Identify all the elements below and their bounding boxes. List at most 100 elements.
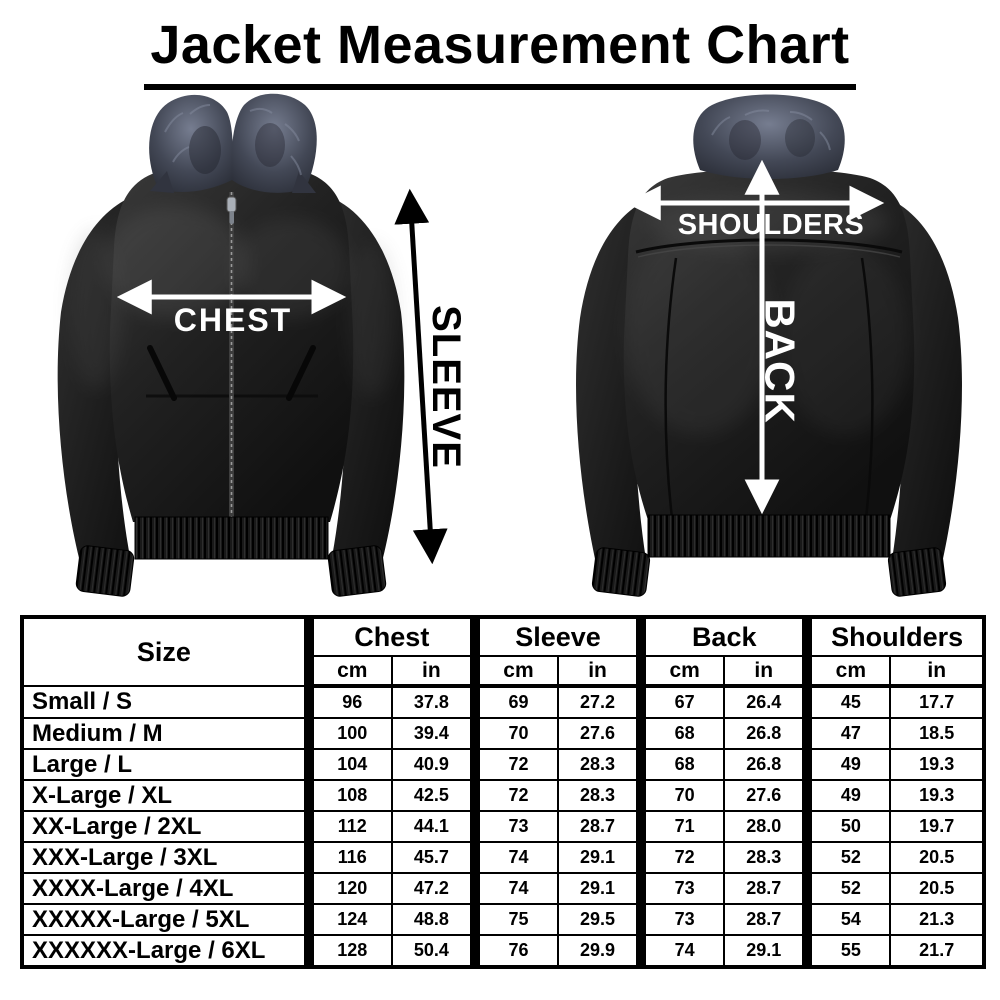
measurement-value: 18.5 [889,717,985,750]
front-fur-collar [149,93,317,193]
chest-group-header: Chest [303,616,476,657]
front-hem-band [134,516,329,560]
unit-header-in: in [889,655,985,688]
measurement-value: 28.7 [723,903,809,936]
back-label: BACK [757,298,804,423]
measurement-value: 27.6 [723,779,809,812]
measurement-value: 45 [802,685,892,719]
measurement-value: 27.6 [556,717,643,750]
measurement-value: 29.9 [556,934,643,968]
measurement-value: 19.3 [889,779,985,812]
measurement-value: 112 [303,810,393,843]
size-table: Size Chest Sleeve Back Shoulders cm in c… [20,615,986,969]
back-group-header: Back [636,616,809,657]
measurement-value: 100 [303,717,393,750]
unit-header-cm: cm [802,655,892,688]
back-fur-collar [693,94,845,179]
back-right-seam [860,257,874,519]
unit-header-in: in [556,655,643,688]
measurement-value: 39.4 [390,717,476,750]
unit-header-cm: cm [469,655,560,688]
measurement-value: 76 [469,934,560,968]
measurement-value: 17.7 [889,685,985,719]
page-title-text: Jacket Measurement Chart [144,14,856,90]
unit-header-cm: cm [636,655,726,688]
measurement-value: 47 [802,717,892,750]
measurement-value: 74 [469,841,560,874]
measurement-value: 120 [303,872,393,905]
measurement-value: 28.3 [556,779,643,812]
chest-label: CHEST [174,302,292,338]
measurement-value: 40.9 [390,748,476,781]
measurement-value: 45.7 [390,841,476,874]
size-label: XXXXXX-Large / 6XL [21,934,310,968]
measurement-value: 52 [802,841,892,874]
measurement-value: 28.7 [556,810,643,843]
size-label: X-Large / XL [21,779,310,812]
measurement-value: 26.4 [723,685,809,719]
measurement-value: 29.1 [556,872,643,905]
measurement-value: 20.5 [889,841,985,874]
measurement-value: 128 [303,934,393,968]
measurement-value: 54 [802,903,892,936]
table-row: XXXX-Large / 4XL 120 47.2 74 29.1 73 28.7 52 20.… [21,872,985,905]
measurement-value: 52 [802,872,892,905]
measurement-value: 104 [303,748,393,781]
measurement-value: 73 [636,903,726,936]
measurement-value: 28.7 [723,872,809,905]
measurement-value: 29.1 [556,841,643,874]
measurement-arrows: CHEST SLEEVE SHOULDERS BACK [116,159,885,565]
size-label: Small / S [21,685,310,719]
table-row: XX-Large / 2XL 112 44.1 73 28.7 71 28.0 50 19.7 [21,810,985,843]
measurement-value: 68 [636,717,726,750]
measurement-value: 20.5 [889,872,985,905]
fur-texture [164,104,302,176]
table-row: XXXXX-Large / 5XL 124 48.8 75 29.5 73 28.7 54 21… [21,903,985,936]
measurement-value: 48.8 [390,903,476,936]
measurement-value: 19.7 [889,810,985,843]
table-row: XXXXXX-Large / 6XL 128 50.4 76 29.9 74 29.1 55 2… [21,934,985,968]
size-table-container: Size Chest Sleeve Back Shoulders cm in c… [20,615,986,969]
measurement-value: 21.7 [889,934,985,968]
measurement-value: 70 [469,717,560,750]
back-left-seam [664,257,678,519]
measurement-value: 49 [802,748,892,781]
size-label: Large / L [21,748,310,781]
measurement-value: 44.1 [390,810,476,843]
measurement-value: 74 [469,872,560,905]
front-left-pocket [147,345,177,401]
measurement-value: 75 [469,903,560,936]
front-right-pocket [286,345,316,401]
zipper-pull [226,196,237,213]
measurement-value: 108 [303,779,393,812]
size-table-body: Small / S 96 37.8 69 27.2 67 26.4 45 17.7 Medium … [21,685,985,968]
measurement-value: 96 [303,685,393,719]
measurement-value: 37.8 [390,685,476,719]
size-label: Medium / M [21,717,310,750]
page-title: Jacket Measurement Chart [0,14,1000,90]
table-row: Medium / M 100 39.4 70 27.6 68 26.8 47 18.5 [21,717,985,750]
table-row: Small / S 96 37.8 69 27.2 67 26.4 45 17.7 [21,685,985,719]
measurement-value: 72 [636,841,726,874]
measurement-value: 71 [636,810,726,843]
measurement-value: 19.3 [889,748,985,781]
unit-header-cm: cm [303,655,393,688]
back-cuffs [591,547,947,597]
measurement-value: 72 [469,748,560,781]
measurement-value: 50.4 [390,934,476,968]
front-jacket [57,93,405,597]
measurement-value: 29.5 [556,903,643,936]
sleeve-arrow [394,188,448,565]
measurement-value: 55 [802,934,892,968]
table-row: Large / L 104 40.9 72 28.3 68 26.8 49 19.3 [21,748,985,781]
back-hem-band [647,514,891,558]
measurement-value: 28.3 [723,841,809,874]
size-label: XXX-Large / 3XL [21,841,310,874]
sleeve-group-header: Sleeve [469,616,643,657]
measurement-value: 124 [303,903,393,936]
shoulders-group-header: Shoulders [802,616,985,657]
table-row: X-Large / XL 108 42.5 72 28.3 70 27.6 49 19.3 [21,779,985,812]
measurement-value: 28.0 [723,810,809,843]
measurement-value: 68 [636,748,726,781]
